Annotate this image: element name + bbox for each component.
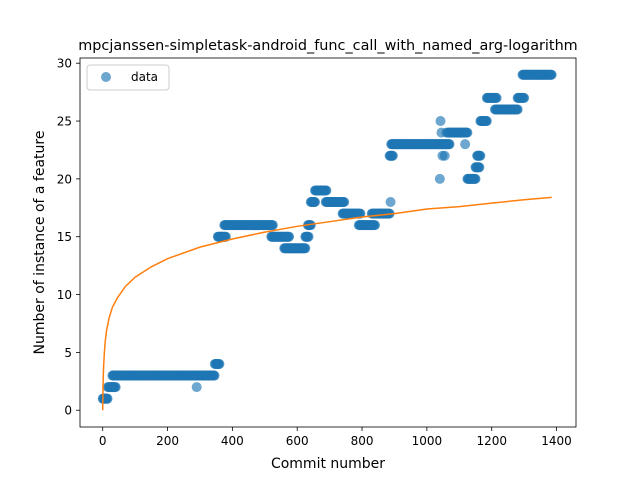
- y-tick-label: 15: [57, 230, 72, 244]
- y-axis-label: Number of instance of a feature: [32, 131, 48, 355]
- data-point: [519, 92, 530, 103]
- fit-line: [101, 196, 552, 411]
- x-tick-label: 600: [286, 434, 309, 448]
- data-point: [310, 197, 321, 208]
- data-point: [214, 358, 225, 369]
- x-axis-ticks: 0 200 400 600 800 1000 1200 1400: [99, 427, 572, 448]
- data-point: [460, 139, 471, 150]
- y-tick-label: 5: [64, 346, 72, 360]
- x-tick-label: 200: [156, 434, 179, 448]
- y-tick-label: 25: [57, 115, 72, 129]
- data-point: [474, 162, 485, 173]
- data-marks: [97, 69, 557, 404]
- data-point: [209, 370, 220, 381]
- data-point: [491, 92, 502, 103]
- x-tick-label: 1200: [476, 434, 507, 448]
- x-tick-label: 0: [99, 434, 107, 448]
- data-point: [546, 69, 557, 80]
- data-point: [303, 231, 314, 242]
- data-point: [470, 173, 481, 184]
- data-point: [512, 104, 523, 115]
- data-point: [300, 243, 311, 254]
- legend: data: [86, 64, 170, 91]
- y-tick-label: 10: [57, 288, 72, 302]
- fit-line-group: [101, 196, 552, 411]
- data-point: [110, 382, 121, 393]
- legend-label-data: data: [131, 70, 158, 84]
- data-point: [434, 173, 445, 184]
- axes-frame: [79, 57, 577, 428]
- chart-title: mpcjanssen-simpletask-android_func_call_…: [78, 38, 577, 54]
- data-point: [355, 208, 366, 219]
- data-point: [385, 197, 396, 208]
- data-point: [267, 220, 278, 231]
- x-tick-label: 1400: [541, 434, 572, 448]
- y-axis-ticks: 0 5 10 15 20 25 30: [57, 57, 80, 418]
- y-tick-label: 20: [57, 172, 72, 186]
- legend-box: [86, 64, 170, 91]
- data-point: [387, 150, 398, 161]
- data-point: [305, 220, 316, 231]
- y-tick-label: 0: [64, 404, 72, 418]
- data-point: [370, 220, 381, 231]
- data-point: [220, 231, 231, 242]
- data-point: [102, 393, 113, 404]
- data-point: [284, 231, 295, 242]
- x-tick-label: 1000: [412, 434, 443, 448]
- x-tick-label: 800: [351, 434, 374, 448]
- data-point: [462, 127, 473, 138]
- data-point: [481, 116, 492, 127]
- data-point: [444, 139, 455, 150]
- plot-area: [97, 69, 557, 411]
- x-axis-label: Commit number: [271, 456, 385, 472]
- data-point: [435, 116, 446, 127]
- data-point: [191, 382, 202, 393]
- data-point: [441, 127, 452, 138]
- legend-marker-data: [101, 72, 111, 82]
- data-point: [439, 150, 450, 161]
- x-tick-label: 400: [221, 434, 244, 448]
- data-point: [321, 185, 332, 196]
- y-tick-label: 30: [57, 57, 72, 71]
- data-point: [475, 150, 486, 161]
- data-point: [339, 197, 350, 208]
